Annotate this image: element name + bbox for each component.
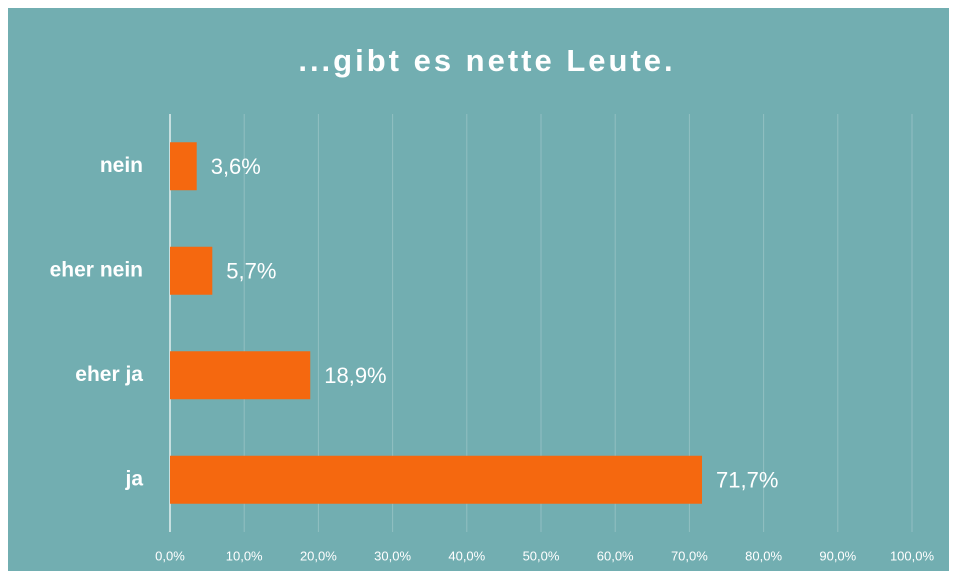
x-tick-label: 50,0% (523, 548, 560, 563)
x-tick-label: 40,0% (448, 548, 485, 563)
x-tick-label: 80,0% (745, 548, 782, 563)
x-tick-label: 90,0% (819, 548, 856, 563)
bar (170, 455, 703, 504)
x-tick-label: 30,0% (374, 548, 411, 563)
y-tick-label: eher nein (50, 258, 143, 281)
x-tick-label: 0,0% (155, 548, 185, 563)
x-tick-label: 60,0% (597, 548, 634, 563)
y-tick-label: nein (100, 154, 143, 177)
data-label: 5,7% (226, 259, 276, 284)
bar (170, 351, 311, 400)
y-tick-label: eher ja (75, 363, 143, 386)
chart-title: ...gibt es nette Leute. (298, 43, 675, 78)
bar (170, 246, 213, 295)
x-tick-label: 10,0% (226, 548, 263, 563)
data-label: 71,7% (716, 468, 778, 493)
bar (170, 142, 197, 191)
y-tick-label: ja (124, 467, 143, 490)
x-tick-label: 70,0% (671, 548, 708, 563)
data-label: 18,9% (324, 363, 386, 388)
x-tick-label: 20,0% (300, 548, 337, 563)
x-tick-label: 100,0% (890, 548, 935, 563)
data-label: 3,6% (211, 154, 261, 179)
